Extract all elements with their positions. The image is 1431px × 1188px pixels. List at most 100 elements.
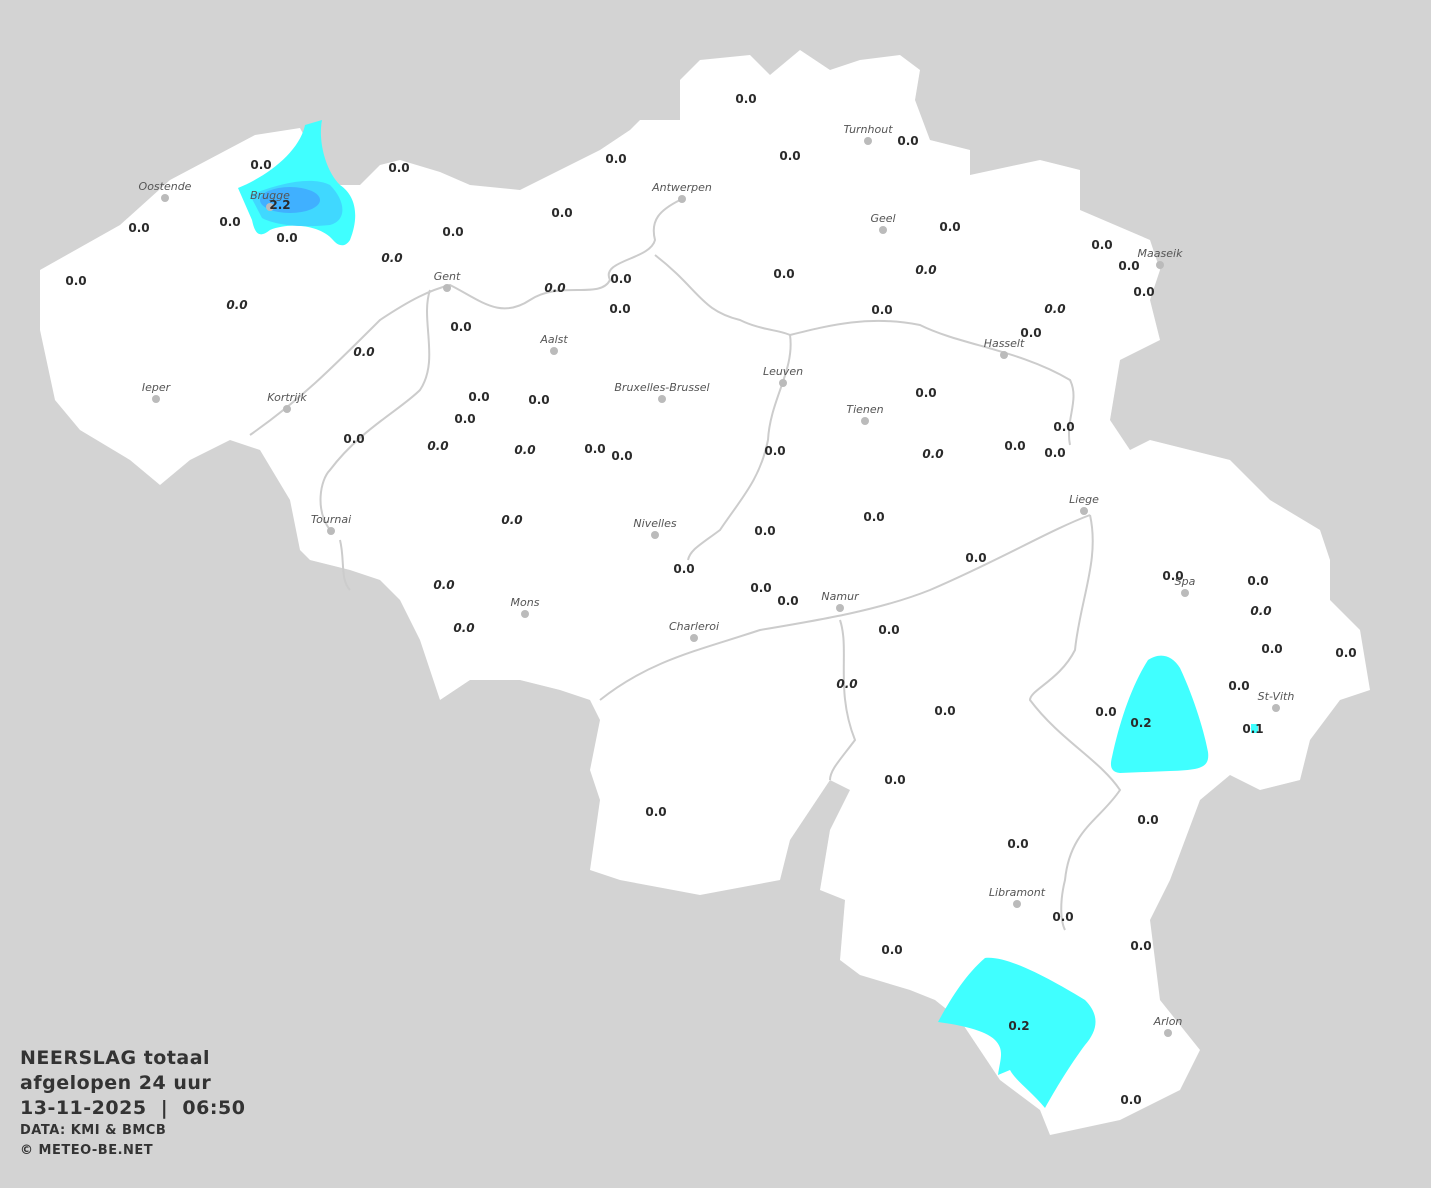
station-value: 0.0: [884, 773, 905, 787]
city-label: Leuven: [763, 365, 803, 378]
station-value: 0.0: [750, 581, 771, 595]
station-value: 0.0: [388, 161, 409, 175]
belgium-land: [40, 50, 1370, 1135]
city-dot: [779, 379, 787, 387]
station-value: 0.0: [453, 621, 474, 635]
station-value: 0.0: [551, 206, 572, 220]
station-value: 0.0: [450, 320, 471, 334]
station-value: 0.0: [433, 578, 454, 592]
station-value: 0.0: [128, 221, 149, 235]
station-value: 0.0: [454, 412, 475, 426]
station-value: 0.0: [1007, 837, 1028, 851]
station-value: 0.0: [276, 231, 297, 245]
station-value: 0.0: [1053, 420, 1074, 434]
station-value: 0.0: [934, 704, 955, 718]
station-value: 0.0: [965, 551, 986, 565]
city-label: Namur: [821, 590, 860, 603]
station-value: 2.2: [269, 198, 290, 212]
station-value: 0.0: [609, 302, 630, 316]
city-dot: [521, 610, 529, 618]
station-value: 0.0: [219, 215, 240, 229]
station-value: 0.0: [1335, 646, 1356, 660]
station-value: 0.0: [610, 272, 631, 286]
station-value: 0.0: [250, 158, 271, 172]
map-subtitle: afgelopen 24 uur: [20, 1072, 212, 1094]
station-value: 0.0: [1261, 642, 1282, 656]
city-dot: [861, 417, 869, 425]
station-value: 0.0: [528, 393, 549, 407]
station-value: 0.0: [605, 152, 626, 166]
station-value: 0.0: [673, 562, 694, 576]
city-label: Oostende: [139, 180, 192, 193]
city-label: Kortrijk: [267, 391, 307, 404]
rain-area-gaume: [938, 957, 1096, 1108]
city-label: Turnhout: [843, 123, 893, 136]
city-label: Gent: [434, 270, 461, 283]
city-dot: [836, 604, 844, 612]
city-label: Geel: [870, 212, 895, 225]
city-label: Arlon: [1153, 1015, 1183, 1028]
map-datetime: 13-11-2025 | 06:50: [20, 1097, 246, 1119]
city-label: Libramont: [989, 886, 1046, 899]
station-value: 0.0: [1130, 939, 1151, 953]
city-dot: [879, 226, 887, 234]
city-dot: [1000, 351, 1008, 359]
station-value: 0.0: [915, 386, 936, 400]
city-label: Ieper: [142, 381, 172, 394]
station-value: 0.0: [353, 345, 374, 359]
station-value: 0.0: [1020, 326, 1041, 340]
rain-areas: [238, 120, 1258, 1108]
station-value: 0.0: [779, 149, 800, 163]
city-dot: [1156, 261, 1164, 269]
city-label: Brugge: [250, 189, 290, 202]
station-value: 0.0: [226, 298, 247, 312]
station-value: 0.0: [1162, 569, 1183, 583]
station-value: 0.0: [871, 303, 892, 317]
rain-area-st-vith: [1251, 724, 1258, 733]
city-markers: Oostende Brugge Gent Antwerpen Turnhout Geel M…: [139, 123, 1294, 1037]
station-value: 0.0: [544, 281, 565, 295]
rain-area-brugge-core: [260, 187, 320, 213]
station-value: 0.0: [584, 442, 605, 456]
city-dot: [1080, 507, 1088, 515]
rain-area-spa-south: [1110, 655, 1209, 773]
station-value: 0.0: [878, 623, 899, 637]
station-value: 0.0: [1247, 574, 1268, 588]
city-label: Bruxelles-Brussel: [614, 381, 709, 394]
city-dot: [152, 395, 160, 403]
city-dot: [161, 194, 169, 202]
city-dot: [651, 531, 659, 539]
city-dot: [283, 405, 291, 413]
city-dot: [864, 137, 872, 145]
city-label: Aalst: [539, 333, 568, 346]
city-dot: [1013, 900, 1021, 908]
station-value: 0.0: [427, 439, 448, 453]
station-value: 0.0: [1044, 446, 1065, 460]
station-value: 0.0: [381, 251, 402, 265]
city-label: Nivelles: [633, 517, 676, 530]
station-value: 0.0: [939, 220, 960, 234]
station-value: 0.0: [764, 444, 785, 458]
station-value: 0.0: [468, 390, 489, 404]
city-dot: [266, 203, 274, 211]
station-value: 0.0: [881, 943, 902, 957]
station-value: 0.0: [1052, 910, 1073, 924]
city-dot: [1181, 589, 1189, 597]
map-legend: NEERSLAG totaal afgelopen 24 uur 13-11-2…: [20, 1046, 245, 1161]
city-label: Maaseik: [1138, 247, 1184, 260]
station-value: 0.1: [1242, 722, 1263, 736]
city-dot: [658, 395, 666, 403]
station-value: 0.2: [1008, 1019, 1029, 1033]
station-value: 0.0: [777, 594, 798, 608]
station-value: 0.0: [1044, 302, 1065, 316]
station-value: 0.0: [1091, 238, 1112, 252]
data-source: DATA: KMI & BMCB: [20, 1123, 167, 1138]
station-value: 0.0: [773, 267, 794, 281]
station-value: 0.0: [65, 274, 86, 288]
station-value: 0.0: [1118, 259, 1139, 273]
station-value: 0.0: [754, 524, 775, 538]
station-value: 0.0: [343, 432, 364, 446]
station-values: 0.0 0.0 0.0 0.0 0.0 2.2 0.0 0.0 0.0 0.0 0.0 0.0 0.0 0…: [65, 92, 1356, 1107]
copyright: © METEO-BE.NET: [20, 1143, 154, 1158]
